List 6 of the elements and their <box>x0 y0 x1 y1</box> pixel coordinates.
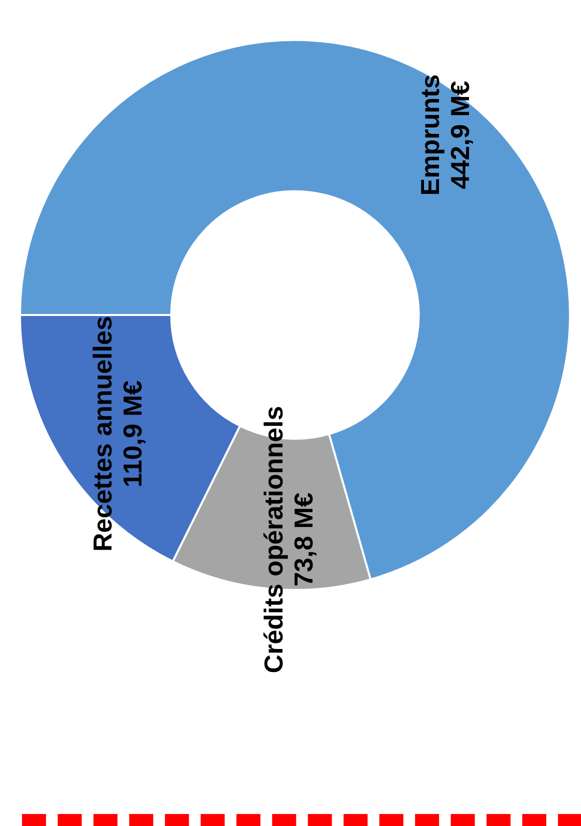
slice-label: Emprunts <box>414 74 445 196</box>
data-label: 110,9 M€ <box>117 380 148 488</box>
data-label: 442,9 M€ <box>444 80 475 190</box>
slice-label: Recettes annuelles <box>87 316 118 552</box>
data-label: 73,8 M€ <box>288 492 318 587</box>
slice-label: Crédits opérationnels <box>258 406 288 674</box>
